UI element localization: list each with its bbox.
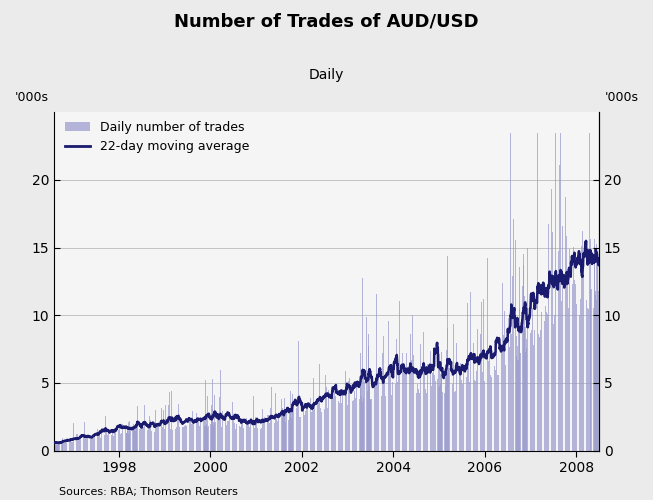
Text: '000s: '000s bbox=[605, 91, 639, 104]
Title: Daily: Daily bbox=[309, 68, 344, 82]
Legend: Daily number of trades, 22-day moving average: Daily number of trades, 22-day moving av… bbox=[59, 116, 254, 158]
Text: '000s: '000s bbox=[14, 91, 48, 104]
Text: Sources: RBA; Thomson Reuters: Sources: RBA; Thomson Reuters bbox=[59, 488, 238, 498]
Text: Number of Trades of AUD/USD: Number of Trades of AUD/USD bbox=[174, 12, 479, 30]
